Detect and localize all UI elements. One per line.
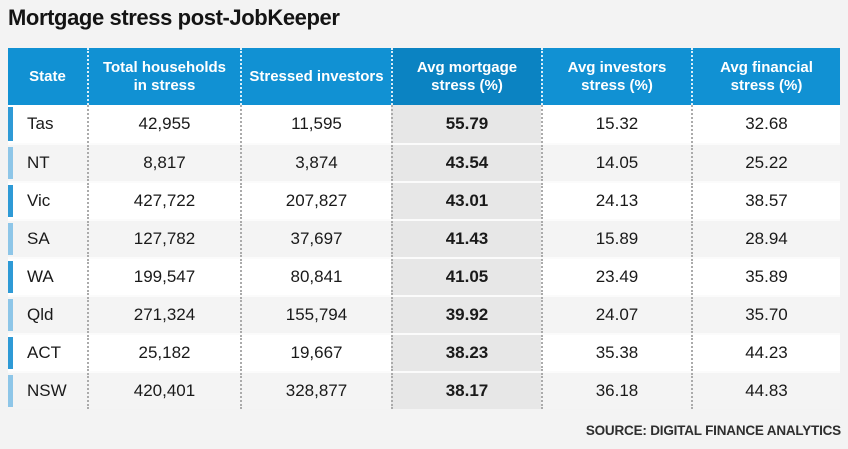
cell-state: Qld <box>27 305 54 324</box>
cell-avg-mortgage-stress: 38.17 <box>391 373 541 409</box>
page-title: Mortgage stress post-JobKeeper <box>8 5 340 30</box>
cell-avg-investors-stress: 23.49 <box>541 259 691 295</box>
cell-state: Tas <box>27 114 54 133</box>
cell-state: ACT <box>27 343 61 362</box>
column-header-state: State <box>8 48 87 105</box>
cell-avg-investors-stress: 15.89 <box>541 221 691 257</box>
table-header-row: State Total households in stress Stresse… <box>8 48 840 105</box>
cell-stressed-investors: 155,794 <box>240 297 391 333</box>
row-accent-bar <box>8 147 13 179</box>
cell-total-households: 42,955 <box>87 105 240 143</box>
cell-total-households: 271,324 <box>87 297 240 333</box>
cell-avg-mortgage-stress: 41.05 <box>391 259 541 295</box>
cell-avg-financial-stress: 28.94 <box>691 221 840 257</box>
row-accent-bar <box>8 107 13 141</box>
cell-stressed-investors: 11,595 <box>240 105 391 143</box>
table-row: Qld 271,324 155,794 39.92 24.07 35.70 <box>8 295 840 333</box>
cell-total-households: 420,401 <box>87 373 240 409</box>
cell-avg-financial-stress: 35.70 <box>691 297 840 333</box>
cell-avg-financial-stress: 44.23 <box>691 335 840 371</box>
table-row: Vic 427,722 207,827 43.01 24.13 38.57 <box>8 181 840 219</box>
mortgage-stress-table: State Total households in stress Stresse… <box>8 48 840 409</box>
table-row: NT 8,817 3,874 43.54 14.05 25.22 <box>8 143 840 181</box>
cell-avg-financial-stress: 32.68 <box>691 105 840 143</box>
column-header-stressed-investors: Stressed investors <box>240 48 391 105</box>
row-accent-bar <box>8 185 13 217</box>
row-accent-bar <box>8 299 13 331</box>
cell-state: WA <box>27 267 54 286</box>
row-accent-bar <box>8 375 13 407</box>
column-header-total-households: Total households in stress <box>87 48 240 105</box>
table-row: WA 199,547 80,841 41.05 23.49 35.89 <box>8 257 840 295</box>
column-header-avg-investors-stress: Avg investors stress (%) <box>541 48 691 105</box>
cell-state: SA <box>27 229 50 248</box>
cell-stressed-investors: 3,874 <box>240 145 391 181</box>
cell-avg-investors-stress: 35.38 <box>541 335 691 371</box>
cell-stressed-investors: 80,841 <box>240 259 391 295</box>
table-row: Tas 42,955 11,595 55.79 15.32 32.68 <box>8 105 840 143</box>
cell-avg-mortgage-stress: 43.01 <box>391 183 541 219</box>
cell-stressed-investors: 19,667 <box>240 335 391 371</box>
cell-avg-investors-stress: 14.05 <box>541 145 691 181</box>
cell-stressed-investors: 328,877 <box>240 373 391 409</box>
cell-total-households: 127,782 <box>87 221 240 257</box>
cell-stressed-investors: 207,827 <box>240 183 391 219</box>
cell-avg-mortgage-stress: 39.92 <box>391 297 541 333</box>
cell-avg-mortgage-stress: 38.23 <box>391 335 541 371</box>
cell-avg-financial-stress: 38.57 <box>691 183 840 219</box>
cell-stressed-investors: 37,697 <box>240 221 391 257</box>
cell-avg-investors-stress: 36.18 <box>541 373 691 409</box>
column-header-avg-mortgage-stress: Avg mortgage stress (%) <box>391 48 541 105</box>
cell-state: NSW <box>27 381 67 400</box>
cell-avg-mortgage-stress: 43.54 <box>391 145 541 181</box>
cell-avg-mortgage-stress: 41.43 <box>391 221 541 257</box>
cell-total-households: 25,182 <box>87 335 240 371</box>
cell-avg-financial-stress: 44.83 <box>691 373 840 409</box>
cell-total-households: 199,547 <box>87 259 240 295</box>
cell-avg-investors-stress: 24.13 <box>541 183 691 219</box>
table-body: Tas 42,955 11,595 55.79 15.32 32.68 NT 8,817 3,8… <box>8 105 840 409</box>
column-header-avg-financial-stress: Avg financial stress (%) <box>691 48 840 105</box>
cell-avg-financial-stress: 25.22 <box>691 145 840 181</box>
cell-state: Vic <box>27 191 51 210</box>
row-accent-bar <box>8 223 13 255</box>
cell-total-households: 427,722 <box>87 183 240 219</box>
table-row: ACT 25,182 19,667 38.23 35.38 44.23 <box>8 333 840 371</box>
source-credit: SOURCE: DIGITAL FINANCE ANALYTICS <box>585 423 841 438</box>
cell-avg-mortgage-stress: 55.79 <box>391 105 541 143</box>
table-row: NSW 420,401 328,877 38.17 36.18 44.83 <box>8 371 840 409</box>
cell-avg-investors-stress: 24.07 <box>541 297 691 333</box>
cell-avg-investors-stress: 15.32 <box>541 105 691 143</box>
table-row: SA 127,782 37,697 41.43 15.89 28.94 <box>8 219 840 257</box>
row-accent-bar <box>8 261 13 293</box>
cell-total-households: 8,817 <box>87 145 240 181</box>
row-accent-bar <box>8 337 13 369</box>
cell-state: NT <box>27 153 50 172</box>
cell-avg-financial-stress: 35.89 <box>691 259 840 295</box>
